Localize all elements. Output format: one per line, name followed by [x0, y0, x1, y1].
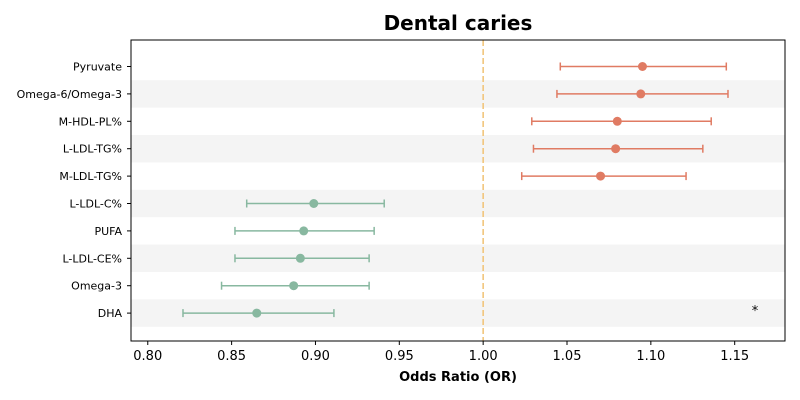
y-tick-label: L-LDL-CE%	[63, 252, 123, 265]
x-tick-label: 1.00	[469, 349, 498, 364]
x-tick-label: 0.80	[133, 349, 162, 364]
y-tick-label: Pyruvate	[73, 61, 122, 74]
y-tick-label: Omega-3	[71, 280, 122, 293]
estimates-group	[182, 62, 729, 318]
x-tick-label: 1.15	[720, 349, 749, 364]
estimate-point	[611, 144, 621, 154]
y-tick-label: PUFA	[94, 225, 122, 238]
plot-frame	[130, 39, 786, 342]
estimate-point	[309, 199, 319, 208]
row-band	[131, 189, 785, 218]
row-band	[131, 244, 785, 272]
x-axis: 0.80 0.85 0.90 0.95 1.00 1.05 1.10 1.15	[133, 341, 749, 364]
y-tick-label: M-LDL-TG%	[59, 170, 122, 183]
y-tick-label: Omega-6/Omega-3	[17, 88, 122, 101]
estimate-point	[612, 116, 622, 126]
y-tick-label: L-LDL-C%	[69, 198, 122, 211]
estimate-point	[596, 171, 606, 181]
x-tick-label: 1.10	[636, 349, 665, 364]
estimate-point	[289, 281, 299, 291]
y-tick-label: DHA	[98, 307, 123, 320]
x-tick-label: 0.85	[217, 349, 246, 364]
y-tick-label: M-HDL-PL%	[59, 115, 122, 128]
significance-annotation: *	[752, 304, 759, 319]
y-tick-label: L-LDL-TG%	[63, 143, 122, 156]
x-tick-label: 0.90	[301, 349, 330, 364]
estimate-point	[636, 89, 646, 99]
x-axis-label: Odds Ratio (OR)	[399, 370, 517, 385]
row-bands	[131, 80, 785, 327]
x-tick-label: 0.95	[385, 349, 414, 364]
estimate-point	[637, 62, 647, 71]
x-tick-label: 1.05	[553, 349, 582, 364]
chart-title: Dental caries	[384, 11, 533, 35]
estimate-point	[295, 253, 305, 263]
estimate-point	[252, 308, 262, 318]
y-axis: Pyruvate Omega-6/Omega-3 M-HDL-PL% L-LDL-TG…	[17, 61, 131, 320]
estimate-point	[299, 226, 309, 236]
